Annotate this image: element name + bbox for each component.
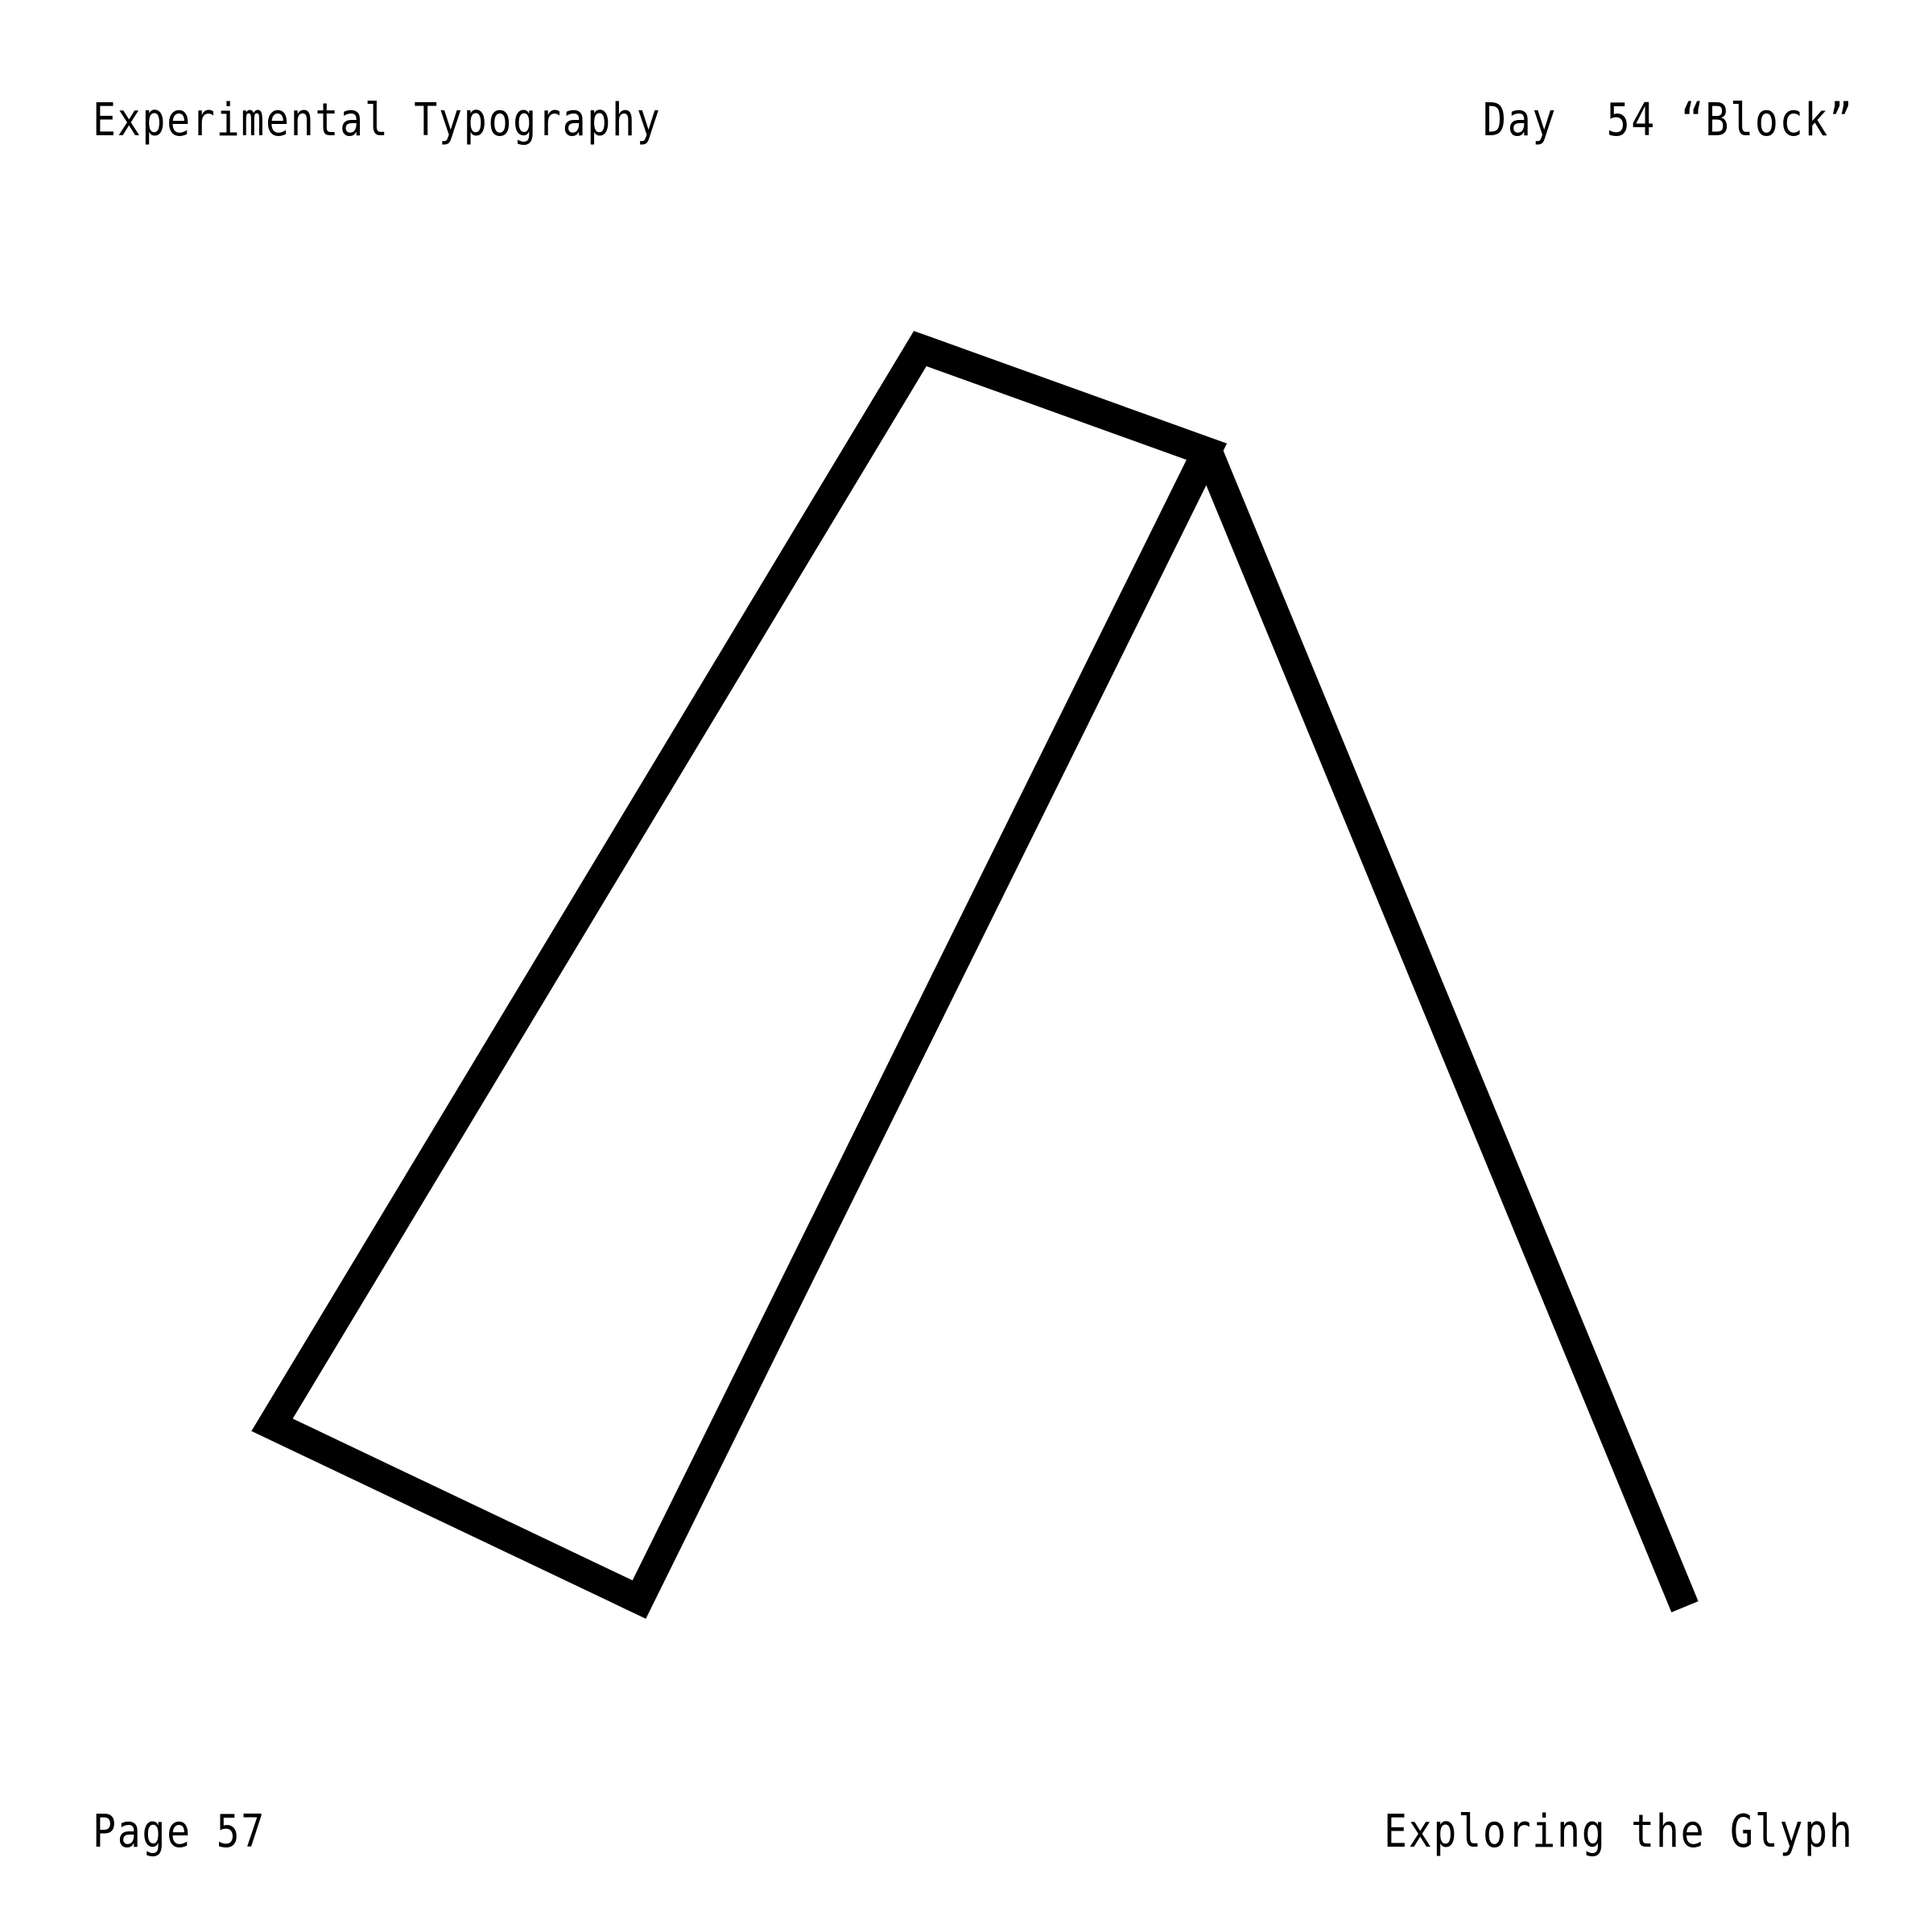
day-label: Day 54 “Block”	[1483, 94, 1854, 147]
series-title: Experimental Typography	[93, 94, 662, 147]
right-leg-stroke	[1193, 443, 1699, 1612]
block-outline	[251, 331, 1228, 1619]
footer-subtitle: Exploring the Glyph	[1384, 1806, 1854, 1858]
page-number: Page 57	[93, 1806, 266, 1858]
